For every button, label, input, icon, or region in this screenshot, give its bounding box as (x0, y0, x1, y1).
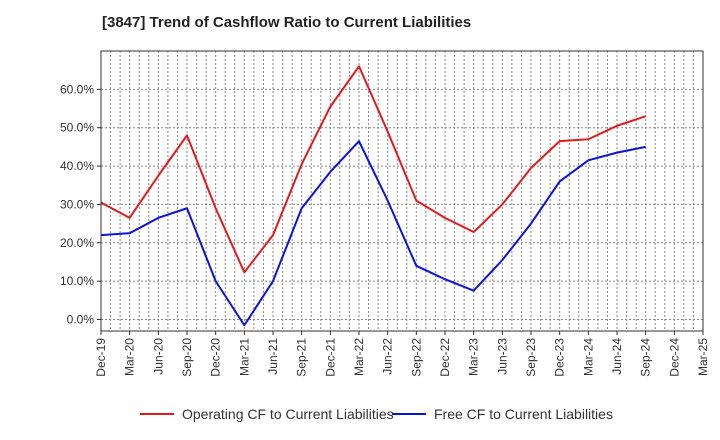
y-tick-label: 40.0% (60, 159, 94, 173)
x-tick-label: Jun-20 (151, 338, 165, 375)
x-axis-ticks: Dec-19 Mar-20 Jun-20 Sep-20 Dec-20 Mar-21 Jun-… (94, 331, 710, 377)
y-tick-label: 20.0% (60, 236, 94, 250)
y-tick-label: 0.0% (67, 312, 95, 326)
x-tick-label: Jun-22 (381, 338, 395, 375)
series-line-free-cf (100, 140, 646, 327)
x-tick-label: Mar-25 (696, 338, 710, 376)
y-tick-label: 60.0% (60, 82, 94, 96)
x-tick-label: Dec-21 (323, 338, 337, 377)
x-tick-label: Sep-20 (180, 338, 194, 377)
x-tick-label: Sep-21 (295, 338, 309, 377)
series-line-operating-cf (100, 65, 646, 274)
x-tick-label: Dec-24 (667, 338, 681, 377)
x-tick-label: Mar-22 (352, 338, 366, 376)
y-tick-label: 30.0% (60, 197, 94, 211)
x-tick-label: Mar-21 (237, 338, 251, 376)
y-tick-label: 10.0% (60, 274, 94, 288)
grid-lines (101, 51, 703, 331)
plot-frame (100, 50, 704, 332)
series-lines (100, 65, 646, 327)
x-tick-label: Sep-23 (524, 338, 538, 377)
x-tick-label: Dec-22 (438, 338, 452, 377)
x-tick-label: Sep-22 (409, 338, 423, 377)
x-tick-label: Dec-23 (553, 338, 567, 377)
legend: Operating CF to Current Liabilities Free … (140, 406, 613, 422)
x-tick-label: Sep-24 (639, 338, 653, 377)
x-tick-label: Jun-23 (495, 338, 509, 375)
y-tick-label: 50.0% (60, 121, 94, 135)
x-tick-label: Mar-24 (581, 338, 595, 376)
x-tick-label: Mar-23 (467, 338, 481, 376)
x-tick-label: Jun-21 (266, 338, 280, 375)
chart-title: [3847] Trend of Cashflow Ratio to Curren… (102, 14, 472, 31)
x-tick-label: Dec-20 (209, 338, 223, 377)
x-tick-label: Jun-24 (610, 338, 624, 375)
legend-label: Free CF to Current Liabilities (434, 406, 613, 422)
legend-label: Operating CF to Current Liabilities (182, 406, 394, 422)
x-tick-label: Mar-20 (123, 338, 137, 376)
y-axis-ticks: 0.0% 10.0% 20.0% 30.0% 40.0% 50.0% 60.0% (60, 82, 101, 326)
x-tick-label: Dec-19 (94, 338, 108, 377)
